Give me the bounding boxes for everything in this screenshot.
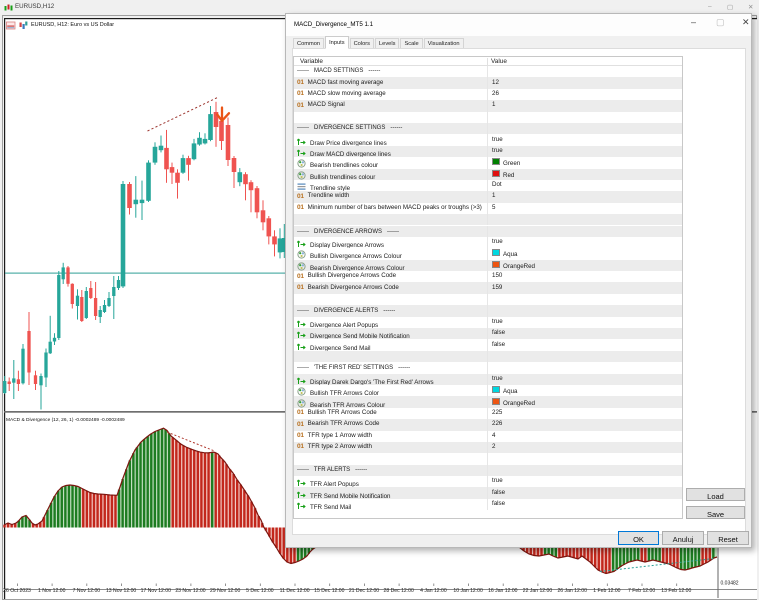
svg-text:0.03482: 0.03482 — [721, 581, 739, 587]
svg-text:5 Dec 12:00: 5 Dec 12:00 — [246, 588, 274, 594]
svg-text:4 Jan 12:00: 4 Jan 12:00 — [420, 588, 447, 594]
svg-text:13 Nov 12:00: 13 Nov 12:00 — [106, 588, 136, 594]
svg-text:15 Dec 12:00: 15 Dec 12:00 — [314, 588, 344, 594]
svg-text:21 Dec 12:00: 21 Dec 12:00 — [349, 588, 379, 594]
svg-text:EURUSD, H12: Euro vs US Dolla: EURUSD, H12: Euro vs US Dollar — [31, 22, 114, 28]
svg-text:17 Nov 12:00: 17 Nov 12:00 — [141, 588, 171, 594]
svg-text:1 Feb 12:00: 1 Feb 12:00 — [593, 588, 620, 594]
svg-text:7 Nov 12:00: 7 Nov 12:00 — [73, 588, 101, 594]
svg-text:16 Jan 12:00: 16 Jan 12:00 — [488, 588, 518, 594]
svg-text:MACD & Divergence (12, 26, 1): MACD & Divergence (12, 26, 1) -0.0002489… — [6, 417, 125, 423]
svg-text:26 Oct 2023: 26 Oct 2023 — [3, 588, 31, 594]
svg-text:29 Nov 12:00: 29 Nov 12:00 — [210, 588, 240, 594]
svg-text:11 Dec 12:00: 11 Dec 12:00 — [280, 588, 310, 594]
svg-text:13 Feb 12:00: 13 Feb 12:00 — [661, 588, 691, 594]
svg-text:28 Dec 12:00: 28 Dec 12:00 — [384, 588, 414, 594]
svg-text:22 Jan 12:00: 22 Jan 12:00 — [523, 588, 553, 594]
svg-text:7 Feb 12:00: 7 Feb 12:00 — [628, 588, 655, 594]
svg-text:1 Nov 12:00: 1 Nov 12:00 — [38, 588, 66, 594]
svg-text:26 Jan 12:00: 26 Jan 12:00 — [557, 588, 587, 594]
svg-text:23 Nov 12:00: 23 Nov 12:00 — [175, 588, 205, 594]
svg-text:10 Jan 12:00: 10 Jan 12:00 — [453, 588, 483, 594]
